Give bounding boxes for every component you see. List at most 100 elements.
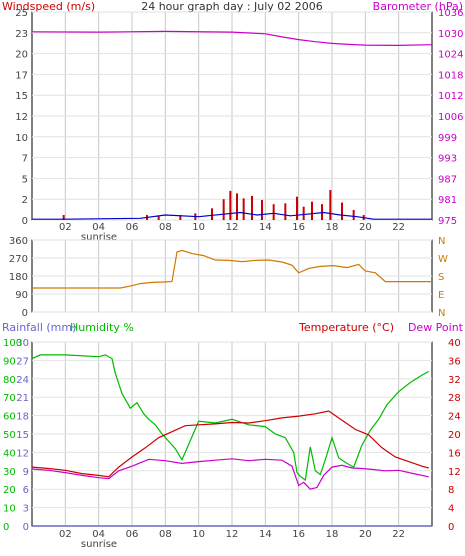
x-tick-label: 20 bbox=[359, 222, 372, 233]
humidity-tick: 100 bbox=[3, 338, 22, 349]
wind-barometer-panel: Windspeed (m/s) 24 hour graph day : July… bbox=[2, 0, 463, 243]
barometer-tick: 1024 bbox=[438, 50, 463, 61]
temperature-axis-label: Temperature (°C) bbox=[298, 321, 394, 334]
direction-degree-tick: 360 bbox=[9, 236, 28, 247]
temperature-tick: 4 bbox=[448, 504, 454, 515]
windspeed-tick: 23 bbox=[15, 29, 28, 40]
humidity-tick: 90 bbox=[3, 356, 16, 367]
humidity-tick: 60 bbox=[3, 412, 16, 423]
rainfall-tick: 3 bbox=[23, 504, 29, 515]
temperature-tick: 12 bbox=[448, 467, 461, 478]
humidity-axis-label: Humidity % bbox=[70, 321, 134, 334]
barometer-tick: 1036 bbox=[438, 8, 463, 19]
barometer-axis-label: Barometer (hPa) bbox=[373, 0, 463, 13]
temperature-tick-labels: 0 4 8 12 16 20 24 28 32 36 40 bbox=[448, 338, 461, 533]
barometer-tick: 993 bbox=[438, 154, 457, 165]
x-tick-label: 04 bbox=[92, 529, 105, 540]
wind-series bbox=[31, 30, 433, 220]
direction-compass-tick: S bbox=[438, 272, 444, 283]
wind-gust-bar bbox=[62, 215, 65, 220]
barometer-tick: 975 bbox=[438, 216, 457, 227]
wind-direction-line bbox=[32, 249, 432, 289]
humidity-tick-labels: 0 10 20 30 40 50 60 70 80 90 100 bbox=[3, 338, 22, 533]
rainfall-tick: 18 bbox=[16, 412, 29, 423]
temperature-tick: 40 bbox=[448, 338, 461, 349]
x-tick-label: 06 bbox=[126, 222, 139, 233]
wind-gust-bar bbox=[211, 208, 213, 220]
x-tick-label: 02 bbox=[59, 222, 72, 233]
windspeed-axis-label: Windspeed (m/s) bbox=[2, 0, 95, 13]
x-tick-label: 12 bbox=[226, 222, 239, 233]
temperature-humidity-series bbox=[31, 354, 432, 527]
wind-gust-bar bbox=[236, 193, 238, 220]
wind-gust-bar bbox=[222, 199, 225, 220]
direction-compass-tick: E bbox=[438, 290, 444, 301]
direction-series bbox=[32, 249, 432, 289]
wind-gust-bar bbox=[311, 201, 313, 220]
x-tick-label: 14 bbox=[259, 529, 272, 540]
direction-degree-tick: 270 bbox=[9, 254, 28, 265]
barometer-tick: 987 bbox=[438, 174, 457, 185]
barometer-line bbox=[31, 30, 433, 47]
wind-gust-bar bbox=[302, 206, 305, 220]
dewpoint-axis-label: Dew Point bbox=[408, 321, 464, 334]
direction-degree-tick: 0 bbox=[22, 308, 28, 319]
hour-tick-labels-bottom: 02 04 06 08 10 12 14 16 18 20 22 bbox=[59, 529, 405, 540]
windspeed-tick: 5 bbox=[22, 174, 28, 185]
rainfall-tick: 21 bbox=[16, 393, 29, 404]
rainfall-tick: 27 bbox=[16, 356, 29, 367]
rainfall-tick: 30 bbox=[16, 338, 29, 349]
wind-gust-bar bbox=[352, 210, 355, 220]
humidity-tick: 0 bbox=[3, 522, 9, 533]
x-tick-label: 14 bbox=[259, 222, 272, 233]
windspeed-tick: 17 bbox=[15, 70, 28, 81]
windspeed-tick: 10 bbox=[15, 133, 28, 144]
x-tick-label: 10 bbox=[192, 222, 205, 233]
direction-degree-tick: 90 bbox=[15, 290, 28, 301]
rainfall-axis-label: Rainfall (mm) bbox=[2, 321, 76, 334]
wind-gust-bar bbox=[261, 200, 263, 220]
windspeed-tick: 20 bbox=[15, 50, 28, 61]
barometer-tick: 1018 bbox=[438, 70, 463, 81]
temperature-tick: 24 bbox=[448, 412, 461, 423]
rainfall-tick: 9 bbox=[23, 467, 29, 478]
wind-gust-bar bbox=[284, 203, 287, 220]
temperature-tick: 32 bbox=[448, 375, 461, 386]
barometer-tick: 1030 bbox=[438, 29, 463, 40]
x-tick-label: 02 bbox=[59, 529, 72, 540]
sunrise-label-bottom: sunrise bbox=[81, 539, 117, 550]
x-tick-label: 16 bbox=[292, 222, 305, 233]
humidity-tick: 40 bbox=[3, 448, 16, 459]
hour-tick-labels-top: 02 04 06 08 10 12 14 16 18 20 22 bbox=[59, 222, 405, 233]
dewpoint-line bbox=[31, 458, 429, 490]
wind-gust-bar bbox=[251, 195, 253, 220]
x-tick-label: 06 bbox=[126, 529, 139, 540]
rainfall-tick: 24 bbox=[16, 375, 29, 386]
humidity-line bbox=[31, 354, 429, 482]
rainfall-tick: 12 bbox=[16, 448, 29, 459]
temperature-tick: 8 bbox=[448, 485, 454, 496]
windspeed-tick: 25 bbox=[15, 8, 28, 19]
windspeed-tick: 2 bbox=[22, 195, 28, 206]
direction-compass-tick: W bbox=[438, 254, 448, 265]
x-tick-label: 12 bbox=[226, 529, 239, 540]
wind-gust-bar bbox=[329, 190, 332, 220]
rainfall-tick: 6 bbox=[23, 485, 29, 496]
humidity-tick: 20 bbox=[3, 485, 16, 496]
wind-gust-bar bbox=[242, 198, 245, 220]
humidity-tick: 30 bbox=[3, 467, 16, 478]
barometer-tick: 981 bbox=[438, 195, 457, 206]
humidity-tick: 10 bbox=[3, 504, 16, 515]
x-tick-label: 08 bbox=[159, 222, 172, 233]
wind-gust-bar bbox=[341, 202, 343, 220]
x-tick-label: 22 bbox=[392, 529, 405, 540]
barometer-tick: 1012 bbox=[438, 91, 463, 102]
humidity-tick: 70 bbox=[3, 393, 16, 404]
rainfall-tick: 0 bbox=[23, 522, 29, 533]
rainfall-tick-labels: 0 3 6 9 12 15 18 21 24 27 30 bbox=[16, 338, 29, 533]
temperature-tick: 36 bbox=[448, 356, 461, 367]
